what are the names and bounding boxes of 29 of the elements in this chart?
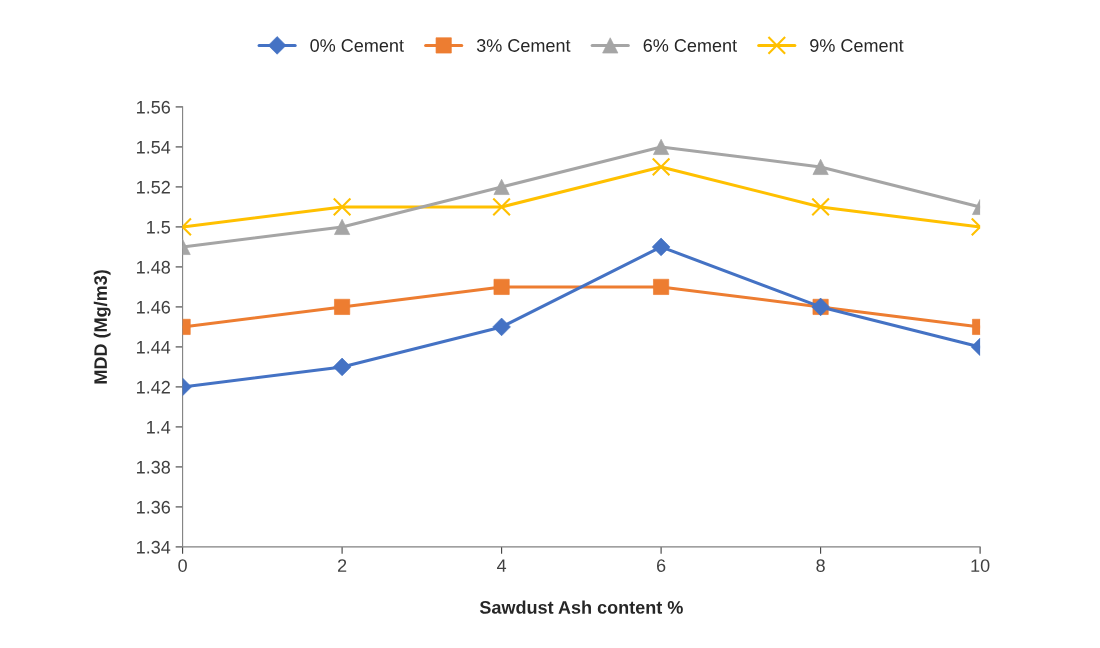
y-tick-label: 1.46	[137, 300, 170, 314]
x-tick-label: 0	[178, 559, 187, 572]
y-tick-label: 1.48	[137, 260, 171, 274]
x-tick-label: 6	[657, 559, 666, 572]
x-axis-title: Sawdust Ash content %	[479, 600, 683, 614]
x-tick-label: 2	[337, 559, 347, 572]
x-tick-label: 4	[496, 559, 507, 572]
y-tick-label: 1.5	[147, 221, 171, 234]
y-tick-label: 1.38	[137, 460, 171, 474]
point	[493, 278, 510, 295]
legend-label: 0% Cement	[310, 39, 404, 52]
y-axis-title: MDD (Mg/m3)	[93, 270, 111, 384]
legend-label: 6% Cement	[643, 39, 737, 52]
y-tick-label: 1.34	[137, 540, 171, 554]
point	[811, 197, 830, 217]
y-tick-label: 1.56	[137, 100, 170, 114]
point	[492, 197, 511, 217]
point	[334, 218, 351, 235]
y-tick-label: 1.54	[137, 141, 171, 154]
legend-label: 9% Cement	[810, 39, 904, 52]
y-tick-label: 1.4	[147, 421, 171, 434]
x-tick-label: 8	[816, 559, 825, 572]
y-tick-label: 1.42	[137, 380, 170, 394]
x-tick-label: 10	[971, 559, 990, 572]
legend-label: 3% Cement	[476, 39, 571, 52]
y-tick-label: 1.52	[137, 180, 170, 194]
point	[651, 157, 671, 177]
y-tick-label: 1.36	[137, 500, 170, 514]
y-tick-label: 1.44	[137, 341, 171, 354]
